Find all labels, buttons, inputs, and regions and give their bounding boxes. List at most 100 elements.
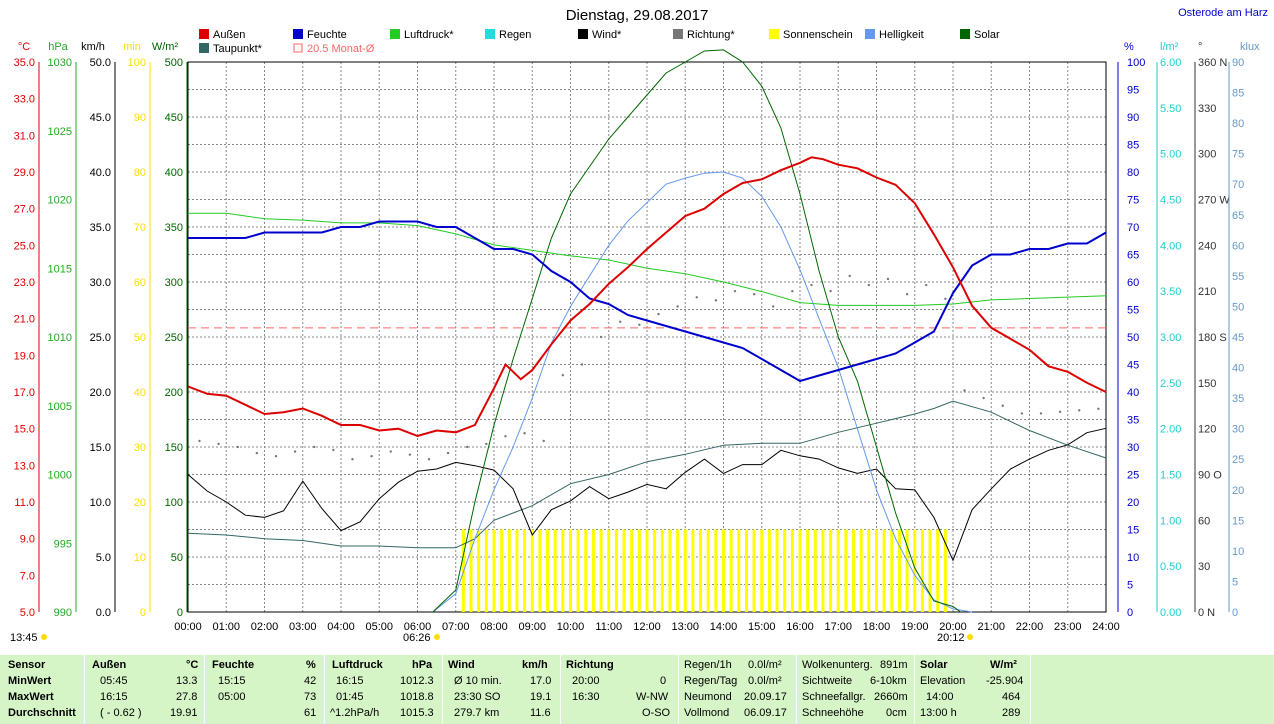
axis-tick-temp: 5.0	[20, 607, 35, 619]
sunshine-bar	[622, 529, 626, 612]
legend-label: Regen	[499, 29, 531, 41]
axis-tick-wind: 10.0	[90, 497, 111, 509]
x-tick-label: 18:00	[863, 621, 891, 633]
richtung-max-time: 16:30	[572, 691, 600, 703]
axis-tick-rain: 5.00	[1160, 149, 1181, 161]
series-line-wind	[187, 427, 1107, 562]
axis-unit-lux: klux	[1240, 41, 1260, 53]
sun-marker	[434, 634, 440, 640]
snowdepth-value: 0cm	[886, 707, 907, 719]
axis-tick-sunmin: 100	[128, 57, 146, 69]
luftdruck-min-value: 1012.3	[400, 675, 434, 687]
axis-tick-solar: 500	[165, 57, 183, 69]
x-tick-label: 07:00	[442, 621, 470, 633]
legend-label: Solar	[974, 29, 1000, 41]
axis-tick-lux: 60	[1232, 240, 1244, 252]
sunshine-bar	[699, 529, 703, 612]
axis-tick-humidity: 15	[1127, 525, 1139, 537]
rain-hour-label: Regen/1h	[684, 659, 732, 671]
x-tick-label: 09:00	[518, 621, 546, 633]
direction-point	[886, 277, 890, 281]
sunshine-bar	[561, 529, 565, 612]
wind-distance: 279.7 km	[454, 707, 500, 719]
sunshine-bar	[722, 529, 725, 612]
sunshine-bar	[523, 529, 527, 612]
axis-tick-humidity: 100	[1127, 57, 1145, 69]
direction-point	[982, 396, 985, 400]
axis-tick-humidity: 30	[1127, 442, 1139, 454]
legend-label: Wind*	[592, 29, 622, 41]
direction-point	[944, 297, 947, 301]
sunshine-bar	[813, 529, 817, 612]
axis-tick-solar: 50	[171, 552, 183, 564]
axis-tick-humidity: 80	[1127, 167, 1139, 179]
fullmoon-label: Vollmond	[684, 707, 730, 719]
x-tick-label: 14:00	[710, 621, 738, 633]
x-tick-label: 20:00	[939, 621, 967, 633]
legend-label: Sonnenschein	[783, 29, 853, 41]
x-tick-label: 23:00	[1054, 621, 1082, 633]
sunshine-bar	[484, 529, 488, 612]
richtung-max-value: W-NW	[636, 691, 669, 703]
sunshine-bar	[614, 529, 618, 612]
axis-tick-lux: 30	[1232, 424, 1244, 436]
direction-point	[1020, 412, 1024, 415]
direction-point	[427, 458, 431, 461]
axis-tick-rain: 5.50	[1160, 103, 1181, 115]
axis-tick-lux: 50	[1232, 301, 1244, 313]
axis-tick-direction: 330	[1198, 103, 1216, 115]
axis-tick-sunmin: 0	[140, 607, 146, 619]
sunshine-bar	[538, 529, 542, 612]
axis-tick-rain: 6.00	[1160, 57, 1181, 69]
axis-tick-temp: 29.0	[14, 167, 35, 179]
sunshine-bar	[477, 529, 481, 612]
direction-point	[313, 445, 316, 449]
sunshine-bar	[729, 529, 733, 612]
sunset-label: 20:12	[937, 632, 965, 644]
axis-tick-lux: 0	[1232, 607, 1238, 619]
axis-tick-temp: 11.0	[14, 497, 35, 509]
wind-unit: km/h	[522, 659, 548, 671]
sunshine-bar	[890, 529, 894, 612]
solar-max-value: 464	[1002, 691, 1021, 703]
fullmoon-value: 06.09.17	[744, 707, 787, 719]
axis-tick-direction: 120	[1198, 424, 1216, 436]
x-tick-label: 06:00	[404, 621, 432, 633]
axis-tick-rain: 2.00	[1160, 424, 1181, 436]
axis-tick-humidity: 35	[1127, 415, 1139, 427]
direction-point	[198, 439, 201, 443]
axis-unit-rain: l/m²	[1160, 41, 1179, 53]
cloudbase-value: 891m	[880, 659, 908, 671]
axis-tick-lux: 90	[1232, 57, 1244, 69]
direction-point	[695, 296, 698, 299]
sunshine-bar	[714, 529, 718, 612]
direction-point	[255, 451, 259, 455]
direction-point	[1097, 407, 1100, 411]
luftdruck-header: Luftdruck	[332, 659, 383, 671]
x-tick-label: 11:00	[595, 621, 622, 633]
sunshine-bar	[607, 529, 611, 612]
axis-tick-humidity: 85	[1127, 140, 1139, 152]
x-tick-label: 16:00	[786, 621, 814, 633]
sunshine-bar	[936, 529, 940, 612]
x-tick-label: 15:00	[748, 621, 776, 633]
axis-tick-pressure: 995	[54, 538, 72, 550]
solar-header: Solar	[920, 659, 948, 671]
axis-tick-solar: 0	[177, 607, 183, 619]
sunshine-bar	[569, 529, 572, 612]
legend-swatch	[769, 29, 779, 39]
axis-tick-temp: 17.0	[14, 387, 35, 399]
axis-tick-direction: 180 S	[1198, 332, 1227, 344]
statistics-panel: Sensor MinWert MaxWert Durchschnitt Auße…	[0, 655, 1274, 724]
axis-tick-lux: 70	[1232, 179, 1244, 191]
sunshine-bar	[783, 529, 787, 612]
rain-hour-value: 0.0l/m²	[748, 659, 782, 671]
axis-tick-temp: 23.0	[14, 277, 35, 289]
snowdepth-label: Schneehöhe	[802, 707, 864, 719]
axis-tick-sunmin: 40	[134, 387, 146, 399]
axis-tick-rain: 1.50	[1160, 470, 1181, 482]
legend-swatch	[199, 29, 209, 39]
sunshine-bar	[875, 529, 878, 612]
direction-point	[274, 454, 278, 458]
sunshine-bar	[691, 529, 695, 612]
